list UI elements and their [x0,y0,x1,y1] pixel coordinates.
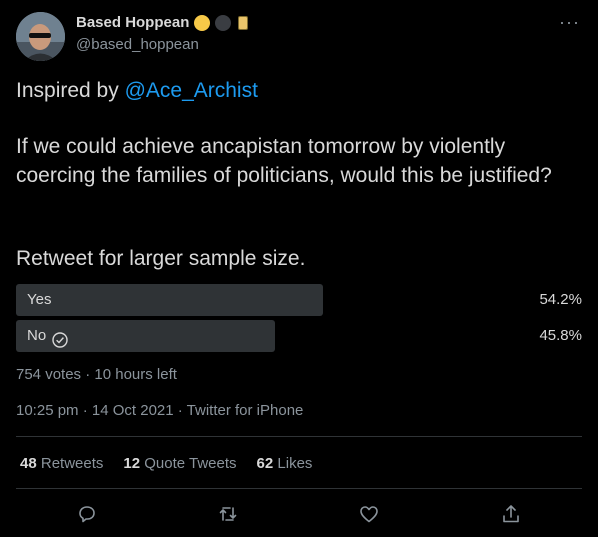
yellow-card-badge-icon [238,15,249,30]
poll-percent-no: 45.8% [539,327,582,344]
poll-option-yes: Yes 54.2% [16,284,582,316]
display-name[interactable]: Based Hoppean [76,14,190,31]
poll-label-yes: Yes [27,284,51,316]
engagement-stats: 48 Retweets 12 Quote Tweets 62 Likes [20,455,312,472]
poll-option-label: Yes [27,291,52,308]
retweets-count: 48 [20,455,37,472]
likes-stat[interactable]: 62 Likes [257,455,313,472]
poll-option-label: No [27,327,47,344]
quote-tweets-stat[interactable]: 12 Quote Tweets [123,455,236,472]
like-icon[interactable] [357,502,381,526]
avatar[interactable] [16,12,65,61]
voted-check-icon [52,328,68,348]
handle[interactable]: @based_hoppean [76,36,199,53]
retweet-icon[interactable] [216,502,240,526]
more-options-icon[interactable]: ··· [559,12,580,32]
retweets-stat[interactable]: 48 Retweets [20,455,103,472]
intro-prefix: Inspired by [16,79,125,102]
tweet-text-cta: Retweet for larger sample size. [16,247,306,270]
poll-summary: 754 votes · 10 hours left [16,366,177,383]
gold-circle-badge-icon [194,14,211,31]
action-bar [0,500,598,528]
mention-link[interactable]: @Ace_Archist [124,79,258,102]
share-icon[interactable] [499,502,523,526]
dark-circle-badge-icon [215,14,232,31]
likes-count: 62 [256,455,274,472]
likes-label: Likes [277,455,313,472]
poll-option-no: No 45.8% [16,320,582,352]
reply-icon[interactable] [75,502,99,526]
tweet-timestamp[interactable]: 10:25 pm · 14 Oct 2021 · Twitter for iPh… [16,402,304,419]
quotes-count: 12 [123,455,141,472]
poll-label-no: No [27,320,68,352]
divider [16,436,582,437]
name-row: Based Hoppean [76,14,249,31]
tweet-text-intro: Inspired by @Ace_Archist [16,76,584,105]
tweet-text-question: If we could achieve ancapistan tomorrow … [16,135,552,187]
retweets-label: Retweets [40,455,104,472]
poll-percent-yes: 54.2% [539,291,582,308]
divider [16,488,582,489]
quotes-label: Quote Tweets [144,455,237,472]
poll-bar-yes [16,284,323,316]
